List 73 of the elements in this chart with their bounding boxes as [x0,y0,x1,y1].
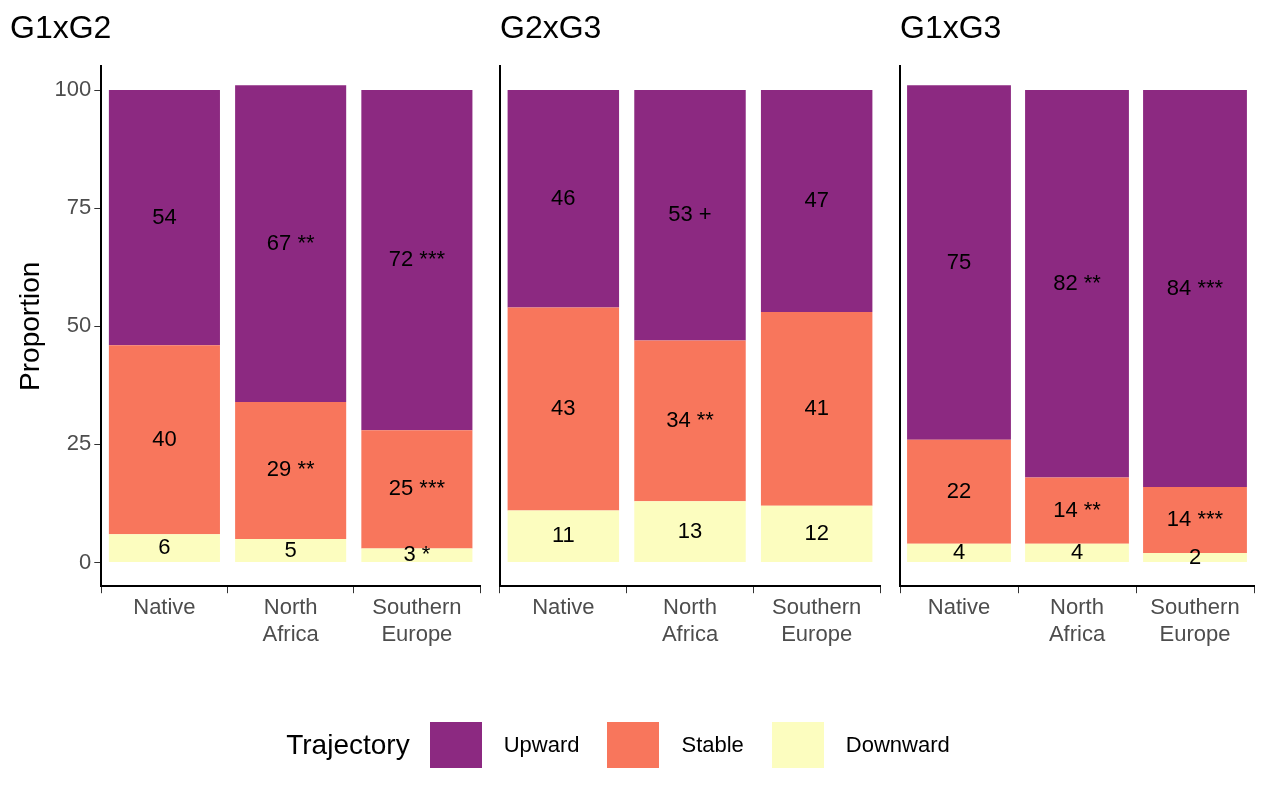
data-label: 53 + [668,201,712,227]
data-label: 14 *** [1166,506,1224,532]
bar [507,510,620,563]
bar [108,90,220,346]
x-tick-label: North Africa [661,594,719,646]
y-tick-label: 0 [79,548,92,574]
legend-title: Trajectory [286,729,410,761]
data-label: 4 [952,538,966,564]
y-tick-label: 25 [66,430,92,456]
data-label: 54 [152,203,177,229]
y-tick-label: 100 [54,76,92,102]
bar [235,538,347,563]
legend-label: Stable [681,732,744,758]
bar [760,312,873,506]
bar [235,401,347,539]
x-tick-label: North Africa [262,594,320,646]
bar [108,534,220,563]
data-label: 3 * [403,541,431,567]
data-label: 13 [677,517,703,543]
data-label: 14 ** [1053,496,1102,522]
y-tick-label: 75 [66,194,92,220]
y-tick-label: 50 [66,312,92,338]
data-label: 75 [946,248,972,274]
x-tick-label: North Africa [1048,594,1106,646]
bar [507,90,620,308]
bar [907,439,1011,544]
x-tick-label: Southern Europe [772,594,862,646]
data-label: 46 [551,184,576,210]
bar [760,90,873,313]
bar [1143,90,1247,487]
bar [634,501,746,563]
data-label: 2 [1188,543,1202,569]
chart-title: G1xG2 [10,9,112,46]
data-label: 72 *** [388,246,446,272]
y-axis-title: Proportion [13,261,45,391]
data-label: 6 [158,534,171,560]
data-label: 29 ** [266,456,315,482]
legend-label: Upward [503,732,580,758]
bar [235,85,347,402]
bar [108,345,220,535]
bar [1025,90,1129,478]
bar [361,548,473,563]
data-label: 25 *** [388,475,446,501]
x-tick-label: Native [532,594,595,620]
data-label: 43 [551,395,576,421]
bar [634,90,746,341]
bar [1025,543,1129,563]
legend-label: Downward [845,732,950,758]
chart-title: G2xG3 [500,9,602,46]
data-label: 82 ** [1053,269,1102,295]
data-label: 22 [946,477,972,503]
data-label: 47 [804,187,829,213]
bar [507,307,620,511]
x-tick-label: Southern Europe [372,594,462,646]
bar [634,340,746,502]
data-label: 4 [1070,538,1084,564]
x-tick-label: Native [927,594,991,620]
data-label: 12 [804,520,829,546]
data-label: 40 [152,425,177,451]
bar [907,543,1011,563]
data-label: 34 ** [666,406,715,432]
data-label: 11 [551,522,575,548]
data-label: 5 [284,536,297,562]
chart-title: G1xG3 [900,9,1002,46]
data-label: 41 [804,395,829,421]
data-label: 84 *** [1166,274,1224,300]
bar [760,505,873,563]
data-label: 67 ** [266,229,315,255]
x-tick-label: Southern Europe [1150,594,1240,646]
bar [361,90,473,431]
x-tick-label: Native [133,594,196,620]
bar [907,85,1011,440]
bar [1025,477,1129,544]
